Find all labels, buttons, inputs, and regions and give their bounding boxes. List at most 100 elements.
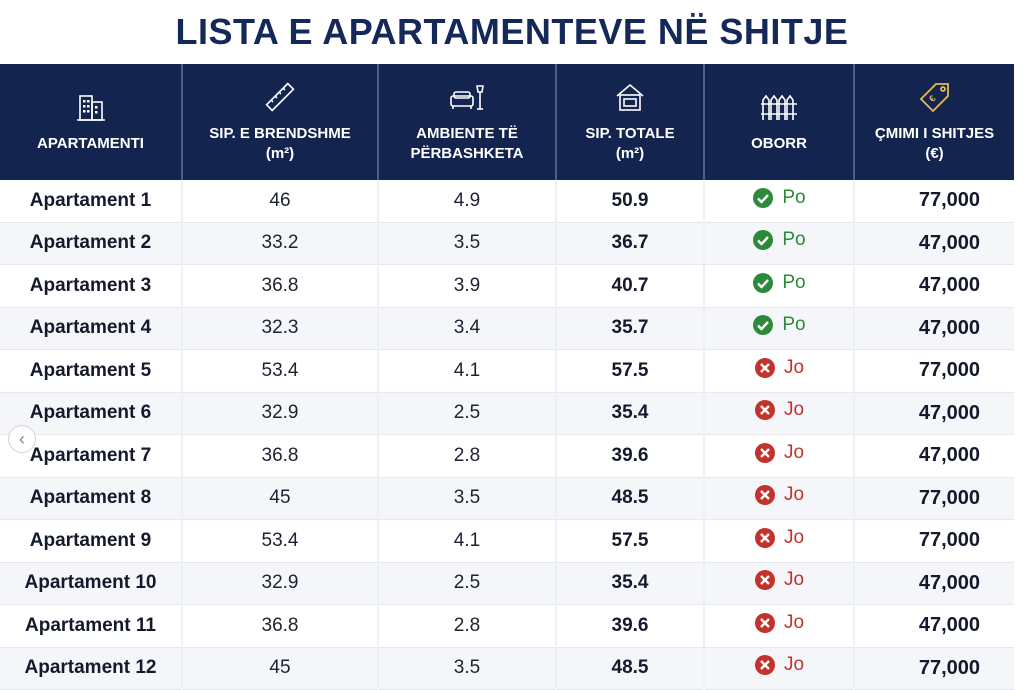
apartment-name: Apartament 8 bbox=[0, 477, 182, 520]
table-row: Apartament 5 53.4 4.1 57.5 Jo 77,000 bbox=[0, 349, 1014, 393]
check-circle-icon bbox=[753, 230, 774, 251]
yard-status: Po bbox=[752, 271, 806, 294]
price: 47,000 bbox=[853, 264, 1014, 308]
common-areas: 2.5 bbox=[377, 562, 556, 605]
inner-area: 36.8 bbox=[181, 264, 378, 308]
inner-area: 32.9 bbox=[181, 392, 378, 435]
yard-value: Jo bbox=[783, 654, 805, 676]
common-areas: 3.5 bbox=[377, 477, 556, 520]
check-circle-icon bbox=[753, 272, 774, 293]
table-row: Apartament 12 45 3.5 48.5 Jo 77,000 bbox=[0, 647, 1014, 690]
table-row: Apartament 2 33.2 3.5 36.7 Po 47,000 bbox=[0, 222, 1014, 265]
x-circle-icon bbox=[754, 400, 775, 421]
apartment-name: Apartament 1 bbox=[0, 180, 182, 223]
price: 47,000 bbox=[853, 222, 1014, 265]
price: 47,000 bbox=[853, 307, 1014, 350]
yard-cell: Jo bbox=[703, 647, 854, 690]
table-body: Apartament 1 46 4.9 50.9 Po 77,000 Apartament … bbox=[0, 180, 1014, 690]
table-row: Apartament 8 45 3.5 48.5 Jo 77,000 bbox=[0, 477, 1014, 520]
ruler-icon bbox=[265, 82, 295, 112]
col-label: SIP. E BRENDSHME bbox=[209, 125, 351, 142]
x-circle-icon bbox=[754, 442, 775, 463]
apartment-name: Apartament 6 bbox=[0, 392, 182, 435]
common-areas: 2.8 bbox=[377, 434, 556, 478]
table-header: APARTAMENTI SIP. E BRENDSHME (m²) bbox=[0, 64, 1014, 180]
col-label: OBORR bbox=[751, 135, 807, 152]
price-tag-icon: € bbox=[919, 83, 949, 113]
col-label: SIP. TOTALE bbox=[585, 125, 675, 142]
common-areas: 4.1 bbox=[377, 349, 556, 393]
total-area: 50.9 bbox=[555, 180, 704, 223]
table-row: Apartament 11 36.8 2.8 39.6 Jo 47,000 bbox=[0, 604, 1014, 648]
x-circle-icon bbox=[754, 655, 775, 676]
common-areas: 4.1 bbox=[377, 519, 556, 563]
yard-cell: Po bbox=[703, 222, 854, 265]
yard-cell: Po bbox=[703, 307, 854, 350]
inner-area: 36.8 bbox=[181, 434, 378, 478]
sofa-lamp-icon bbox=[450, 85, 484, 110]
yard-status: Jo bbox=[754, 527, 804, 549]
yard-status: Po bbox=[752, 187, 806, 209]
apartment-name: Apartament 10 bbox=[0, 562, 182, 605]
yard-status: Jo bbox=[754, 442, 804, 464]
common-areas: 3.5 bbox=[377, 647, 556, 690]
total-area: 39.6 bbox=[555, 434, 704, 478]
yard-status: Po bbox=[752, 314, 806, 336]
col-sublabel: PËRBASHKETA bbox=[410, 145, 524, 162]
yard-cell: Jo bbox=[703, 434, 854, 478]
total-area: 48.5 bbox=[555, 477, 704, 520]
price: 77,000 bbox=[853, 349, 1014, 393]
table-row: Apartament 3 36.8 3.9 40.7 Po 47,000 bbox=[0, 264, 1014, 308]
yard-value: Jo bbox=[783, 441, 805, 463]
inner-area: 53.4 bbox=[181, 349, 378, 393]
inner-area: 32.3 bbox=[181, 307, 378, 350]
yard-cell: Po bbox=[703, 180, 854, 223]
apartment-name: Apartament 11 bbox=[0, 604, 182, 648]
house-icon bbox=[616, 83, 644, 111]
yard-status: Jo bbox=[754, 399, 804, 421]
previous-arrow-icon[interactable]: ‹ bbox=[8, 425, 36, 453]
total-area: 35.4 bbox=[555, 562, 704, 605]
inner-area: 45 bbox=[181, 647, 378, 690]
yard-cell: Jo bbox=[703, 519, 854, 563]
x-circle-icon bbox=[754, 527, 775, 548]
yard-value: Po bbox=[782, 314, 806, 336]
fence-icon bbox=[761, 94, 797, 120]
check-circle-icon bbox=[753, 187, 774, 208]
col-label: ÇMIMI I SHITJES bbox=[874, 125, 995, 142]
apartment-name: Apartament 3 bbox=[0, 264, 182, 308]
yard-value: Po bbox=[782, 271, 806, 293]
inner-area: 53.4 bbox=[181, 519, 378, 563]
total-area: 48.5 bbox=[555, 647, 704, 690]
inner-area: 33.2 bbox=[181, 222, 378, 265]
total-area: 57.5 bbox=[555, 519, 704, 563]
table-row: Apartament 1 46 4.9 50.9 Po 77,000 bbox=[0, 180, 1014, 223]
yard-value: Jo bbox=[783, 399, 805, 421]
apartments-table: APARTAMENTI SIP. E BRENDSHME (m²) bbox=[0, 64, 1014, 690]
yard-value: Jo bbox=[783, 484, 805, 506]
yard-cell: Jo bbox=[703, 392, 854, 435]
x-circle-icon bbox=[754, 485, 775, 506]
col-sublabel: (m²) bbox=[265, 145, 295, 162]
table-row: Apartament 9 53.4 4.1 57.5 Jo 77,000 bbox=[0, 519, 1014, 563]
price: 47,000 bbox=[853, 434, 1014, 478]
yard-value: Jo bbox=[783, 526, 805, 548]
col-header-yard: OBORR bbox=[703, 64, 854, 180]
common-areas: 4.9 bbox=[377, 180, 556, 223]
col-sublabel: (€) bbox=[925, 145, 944, 162]
col-header-total-area: SIP. TOTALE (m²) bbox=[555, 64, 704, 180]
total-area: 35.7 bbox=[555, 307, 704, 350]
common-areas: 3.5 bbox=[377, 222, 556, 265]
yard-cell: Jo bbox=[703, 477, 854, 520]
yard-status: Jo bbox=[754, 569, 804, 591]
inner-area: 45 bbox=[181, 477, 378, 520]
price: 77,000 bbox=[853, 477, 1014, 520]
table-row: Apartament 4 32.3 3.4 35.7 Po 47,000 bbox=[0, 307, 1014, 350]
price: 77,000 bbox=[853, 180, 1014, 223]
yard-cell: Jo bbox=[703, 604, 854, 648]
yard-status: Jo bbox=[754, 654, 804, 676]
apartment-name: Apartament 9 bbox=[0, 519, 182, 563]
col-header-price: € ÇMIMI I SHITJES (€) bbox=[853, 64, 1014, 180]
total-area: 35.4 bbox=[555, 392, 704, 435]
table-row: Apartament 10 32.9 2.5 35.4 Jo 47,000 bbox=[0, 562, 1014, 605]
